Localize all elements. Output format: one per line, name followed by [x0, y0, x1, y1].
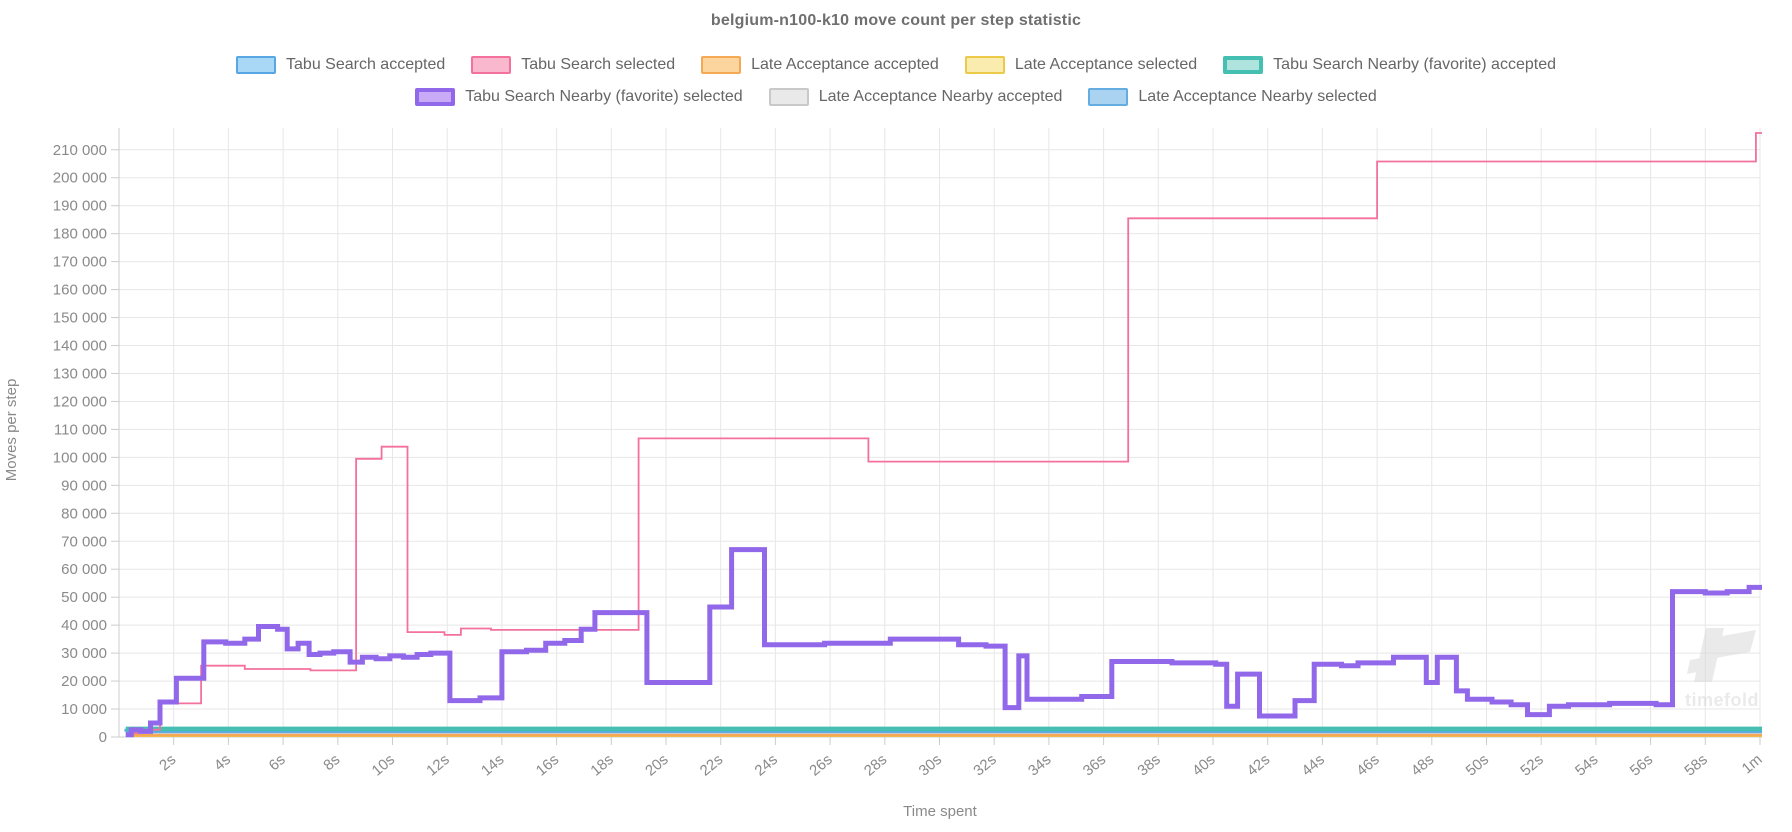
legend-swatch: [415, 88, 456, 106]
legend-label: Late Acceptance Nearby accepted: [818, 88, 1063, 105]
y-tick-label: 60 000: [61, 561, 107, 578]
legend-row-2: Tabu Search Nearby (favorite) selected La…: [0, 88, 1792, 106]
y-tick-label: 40 000: [61, 617, 107, 634]
x-tick-label: 4s: [211, 751, 234, 774]
x-tick-label: 44s: [1299, 751, 1328, 780]
legend-swatch: [1223, 56, 1264, 74]
y-tick-label: 200 000: [53, 170, 107, 187]
x-axis-title: Time spent: [903, 803, 977, 820]
y-tick-label: 120 000: [53, 393, 107, 410]
chart-title: belgium-n100-k10 move count per step sta…: [710, 12, 1082, 29]
legend-label: Tabu Search Nearby (favorite) selected: [465, 88, 743, 105]
x-tick-label: 28s: [861, 751, 890, 780]
legend-label: Tabu Search Nearby (favorite) accepted: [1273, 56, 1556, 73]
y-tick-label: 100 000: [53, 449, 107, 466]
y-tick-label: 30 000: [61, 645, 107, 662]
gridlines: [119, 128, 1761, 737]
y-tick-label: 140 000: [53, 338, 107, 355]
legend-item: Late Acceptance Nearby accepted: [768, 88, 1063, 106]
legend-item: Tabu Search selected: [471, 56, 675, 74]
x-tick-label: 42s: [1244, 751, 1273, 780]
legend-label: Tabu Search selected: [521, 56, 676, 73]
y-tick-label: 130 000: [53, 365, 107, 382]
legend-label: Tabu Search accepted: [286, 56, 446, 73]
x-tick-label: 46s: [1353, 751, 1382, 780]
axes: [111, 128, 1762, 745]
legend-swatch: [471, 56, 512, 74]
y-tick-label: 70 000: [61, 533, 107, 550]
x-tick-label: 1m: [1739, 751, 1766, 777]
x-tick-label: 58s: [1681, 751, 1710, 780]
x-tick-label: 56s: [1627, 751, 1656, 780]
y-tick-label: 80 000: [61, 505, 107, 522]
legend-row-1: Tabu Search accepted Tabu Search selected…: [0, 56, 1792, 74]
data-series: [124, 132, 1762, 738]
legend-item: Late Acceptance Nearby selected: [1088, 88, 1377, 106]
tick-labels: 2s 4s 6s 8s 10s 12s 14s 16s 18s 20s 22s 24s 26s 28s 30…: [53, 142, 1766, 780]
y-axis-title: Moves per step: [3, 379, 20, 482]
x-tick-label: 48s: [1408, 751, 1437, 780]
y-tick-label: 110 000: [54, 421, 107, 438]
x-tick-label: 10s: [369, 751, 398, 780]
timefold-logo-icon: [1687, 628, 1756, 682]
legend-label: Late Acceptance accepted: [751, 56, 939, 73]
x-tick-label: 34s: [1025, 751, 1054, 780]
legend-label: Late Acceptance selected: [1014, 56, 1198, 73]
x-tick-label: 6s: [266, 751, 289, 774]
y-tick-label: 160 000: [53, 282, 107, 299]
x-tick-label: 36s: [1080, 751, 1109, 780]
legend-item: Tabu Search Nearby (favorite) accepted: [1223, 56, 1556, 74]
x-tick-label: 2s: [156, 751, 179, 774]
y-tick-label: 0: [99, 729, 107, 746]
legend-swatch: [768, 88, 809, 106]
y-tick-label: 170 000: [53, 254, 107, 271]
x-tick-label: 20s: [642, 751, 671, 780]
timefold-watermark-text: timefold: [1685, 690, 1759, 710]
x-tick-label: 26s: [806, 751, 835, 780]
y-tick-label: 150 000: [53, 310, 107, 327]
x-tick-label: 54s: [1572, 751, 1601, 780]
y-tick-label: 20 000: [61, 673, 107, 690]
x-tick-label: 40s: [1189, 751, 1218, 780]
legend-swatch: [236, 56, 277, 74]
legend-item: Late Acceptance selected: [964, 56, 1198, 74]
x-tick-label: 50s: [1463, 751, 1492, 780]
y-tick-label: 180 000: [53, 226, 107, 243]
y-tick-label: 210 000: [53, 142, 107, 159]
timefold-watermark: timefold: [1685, 628, 1759, 710]
x-tick-label: 18s: [587, 751, 616, 780]
legend-item: Late Acceptance accepted: [701, 56, 939, 74]
legend-item: Tabu Search accepted: [236, 56, 445, 74]
x-tick-label: 14s: [478, 751, 507, 780]
x-tick-label: 38s: [1134, 751, 1163, 780]
legend-swatch: [1088, 88, 1129, 106]
legend-swatch: [701, 56, 742, 74]
x-tick-label: 52s: [1517, 751, 1546, 780]
x-tick-label: 24s: [752, 751, 781, 780]
y-tick-label: 10 000: [61, 701, 107, 718]
x-tick-label: 8s: [320, 751, 343, 774]
x-tick-label: 32s: [970, 751, 999, 780]
x-tick-label: 12s: [423, 751, 452, 780]
y-tick-label: 90 000: [61, 477, 107, 494]
x-tick-label: 16s: [533, 751, 562, 780]
series-line-tabu-search-selected: [125, 132, 1762, 735]
y-tick-label: 50 000: [61, 589, 107, 606]
series-line-tabu-search-nearby-favorite-selected: [125, 547, 1762, 738]
x-tick-label: 22s: [697, 751, 726, 780]
y-tick-label: 190 000: [53, 198, 107, 215]
legend-swatch: [964, 56, 1005, 74]
legend-label: Late Acceptance Nearby selected: [1138, 88, 1377, 105]
legend-item: Tabu Search Nearby (favorite) selected: [415, 88, 743, 106]
x-tick-label: 30s: [916, 751, 945, 780]
